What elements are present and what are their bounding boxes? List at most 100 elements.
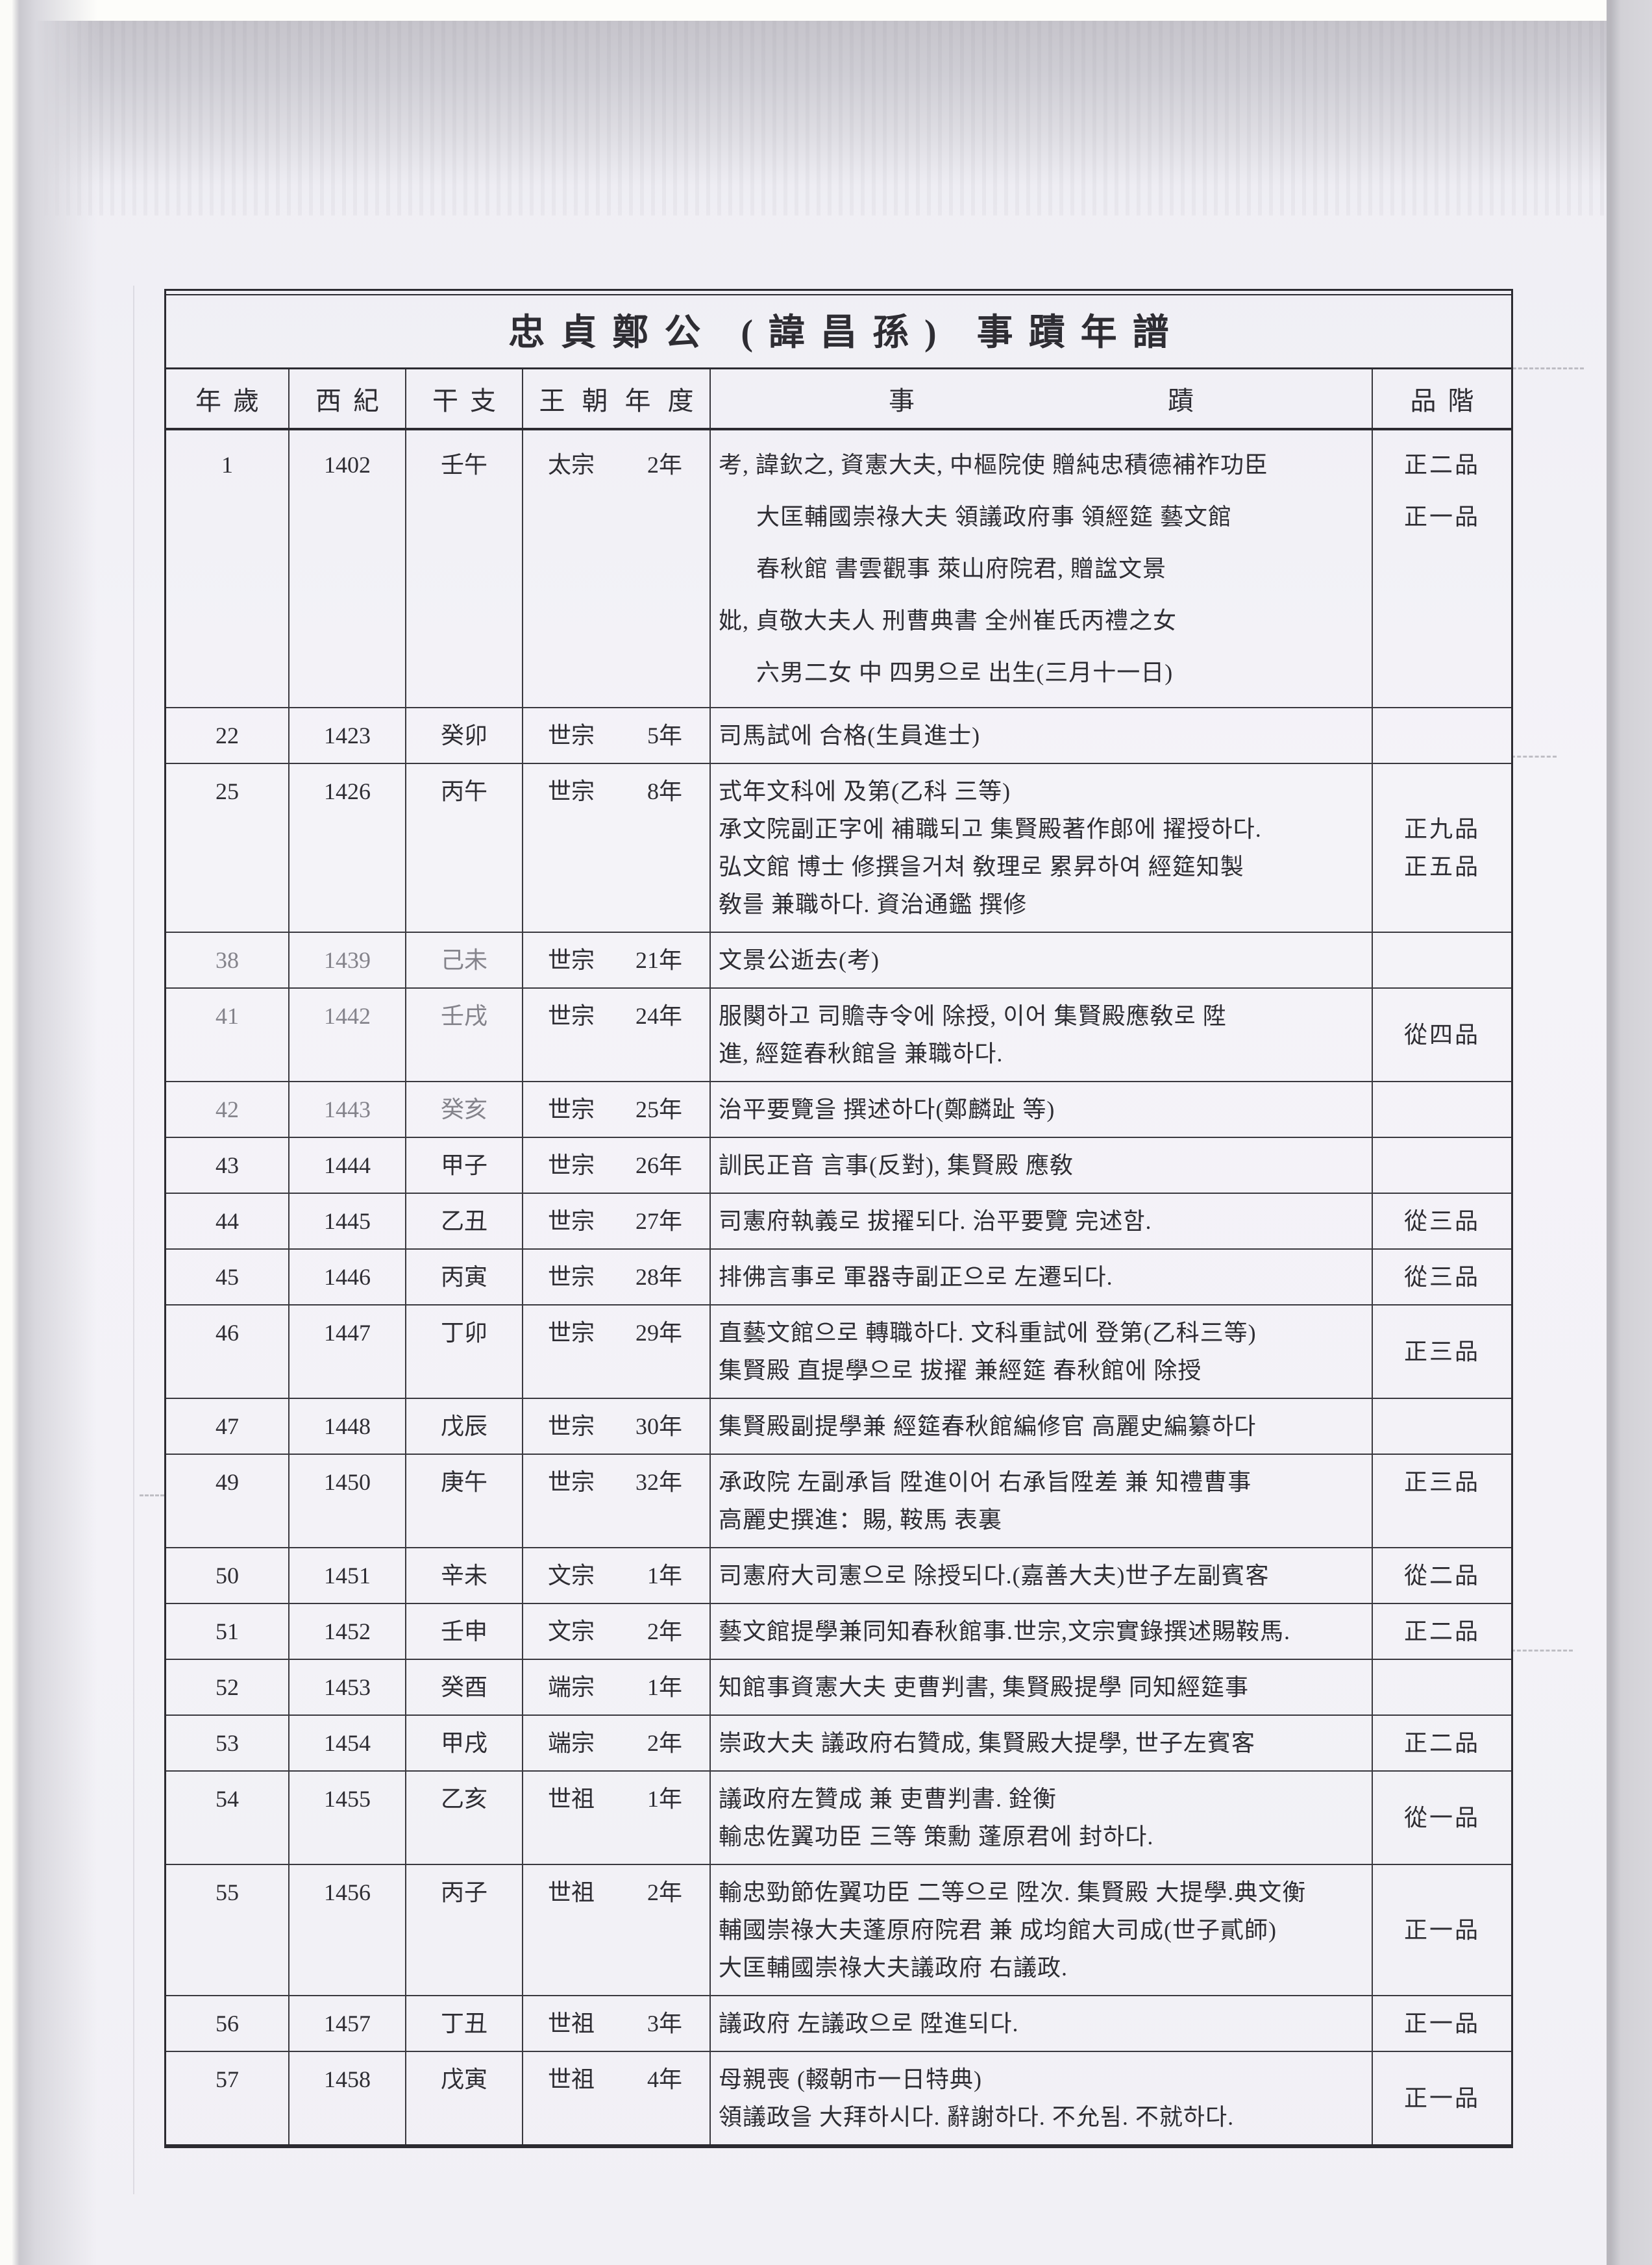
events-cell: 輸忠勁節佐翼功臣 二等으로 陞次. 集賢殿 大提學.典文衡 輔國崇祿大夫蓬原府院君… <box>711 1865 1373 1995</box>
event-line: 輸忠勁節佐翼功臣 二等으로 陞次. 集賢殿 大提學.典文衡 <box>719 1879 1307 1905</box>
year-cell: 1451 <box>290 1548 406 1603</box>
reign-year: 5年 <box>647 723 682 749</box>
event-line: 輸忠佐翼功臣 三等 策勳 蓬原君에 封하다. <box>719 1824 1154 1850</box>
event-line: 服闋하고 司贍寺令에 除授, 이어 集賢殿應敎로 陞 <box>719 1003 1227 1029</box>
rank-cell: 正二品 <box>1373 1604 1511 1659</box>
reign-name: 世祖 <box>548 2066 595 2092</box>
table-row: 41 1442 壬戌 世宗 24年 服闋하고 司贍寺令에 除授, 이어 集賢殿應敎로 陞進… <box>166 989 1511 1082</box>
year-cell: 1452 <box>290 1604 406 1659</box>
reign-year: 28年 <box>635 1264 682 1290</box>
scan-artifact-dash <box>1511 1650 1573 1652</box>
event-line: 六男二女 中 四男으로 出生(三月十一日) <box>756 660 1174 686</box>
rank-value: 正二品 <box>1403 1730 1480 1756</box>
reign-year: 2年 <box>647 1730 682 1756</box>
table-row: 22 1423 癸卯 世宗 5年 司馬試에 合格(生員進士) <box>166 708 1511 764</box>
age-cell: 42 <box>166 1082 290 1137</box>
event-line: 母親喪 (輟朝市一日特典) <box>719 2066 982 2092</box>
reign-year: 8年 <box>647 778 682 804</box>
event-line: 敎를 兼職하다. 資治通鑑 撰修 <box>719 891 1028 917</box>
age-cell: 47 <box>166 1399 290 1454</box>
reign-year: 21年 <box>635 947 682 973</box>
year-cell: 1453 <box>290 1660 406 1714</box>
age-cell: 49 <box>166 1455 290 1547</box>
event-line: 直藝文館으로 轉職하다. 文科重試에 登第(乙科三等) <box>719 1320 1257 1346</box>
reign-year: 1年 <box>647 1786 682 1812</box>
table-row: 25 1426 丙午 世宗 8年 式年文科에 及第(乙科 三等) 承文院副正字에 補職되고 … <box>166 764 1511 933</box>
rank-value: 正一品 <box>1403 1917 1480 1943</box>
table-row: 38 1439 己未 世宗 21年 文景公逝去(考) <box>166 933 1511 989</box>
reign-year: 1年 <box>647 1563 682 1589</box>
rank-cell: 正三品 <box>1373 1455 1511 1547</box>
reign-year: 3年 <box>647 2011 682 2036</box>
reign-year: 26年 <box>635 1152 682 1178</box>
reign-year: 4年 <box>647 2066 682 2092</box>
reign-name: 世宗 <box>548 1413 595 1439</box>
rank-cell <box>1373 1138 1511 1193</box>
events-cell: 議政府 左議政으로 陞進되다. <box>711 1996 1373 2051</box>
header-col-ganji: 干支 <box>406 369 523 428</box>
table-header: 年歲 西紀 干支 王朝年度 事蹟 品階 <box>166 369 1511 430</box>
events-cell: 藝文館提學兼同知春秋館事.世宗,文宗實錄撰述賜鞍馬. <box>711 1604 1373 1659</box>
year-cell: 1443 <box>290 1082 406 1137</box>
scan-fold-line <box>133 286 134 2194</box>
reign-name: 世祖 <box>548 2011 595 2036</box>
reign-year: 2年 <box>647 452 682 478</box>
rank-value: 正三品 <box>1403 1339 1480 1365</box>
reign-cell: 世宗 8年 <box>523 764 711 932</box>
reign-name: 文宗 <box>548 1618 595 1644</box>
reign-name: 世宗 <box>548 1264 595 1290</box>
reign-cell: 世宗 21年 <box>523 933 711 987</box>
event-line: 妣, 貞敬大夫人 刑曹典書 全州崔氏丙禮之女 <box>719 608 1177 634</box>
rank-value: 正二品 <box>1403 1618 1480 1644</box>
rank-value: 從一品 <box>1403 1805 1480 1831</box>
reign-cell: 世祖 4年 <box>523 2052 711 2144</box>
reign-cell: 世宗 32年 <box>523 1455 711 1547</box>
reign-cell: 文宗 1年 <box>523 1548 711 1603</box>
header-col-events: 事蹟 <box>711 369 1373 428</box>
reign-year: 1年 <box>647 1674 682 1700</box>
rank-value: 正一品 <box>1403 2011 1480 2036</box>
events-cell: 議政府左贊成 兼 吏曹判書. 銓衡 輸忠佐翼功臣 三等 策勳 蓬原君에 封하다. <box>711 1772 1373 1864</box>
ganji-cell: 丙寅 <box>406 1250 523 1304</box>
reign-cell: 世宗 29年 <box>523 1306 711 1398</box>
reign-name: 太宗 <box>548 452 595 478</box>
reign-year: 24年 <box>635 1003 682 1029</box>
table-row: 42 1443 癸亥 世宗 25年 治平要覽을 撰述하다(鄭麟趾 等) <box>166 1082 1511 1138</box>
rank-cell <box>1373 1660 1511 1714</box>
header-col-rank-label: 品階 <box>1410 386 1486 415</box>
reign-cell: 世宗 25年 <box>523 1082 711 1137</box>
year-cell: 1448 <box>290 1399 406 1454</box>
reign-cell: 世宗 26年 <box>523 1138 711 1193</box>
event-line: 文景公逝去(考) <box>719 947 880 973</box>
rank-cell: 從四品 <box>1373 989 1511 1081</box>
ganji-cell: 癸酉 <box>406 1660 523 1714</box>
rank-value: 正一品 <box>1403 504 1480 530</box>
rank-value: 正一品 <box>1403 2085 1480 2111</box>
event-line: 考, 諱欽之, 資憲大夫, 中樞院使 贈純忠積德補祚功臣 <box>719 452 1269 478</box>
event-line: 知館事資憲大夫 吏曹判書, 集賢殿提學 同知經筵事 <box>719 1674 1250 1700</box>
ganji-cell: 戊辰 <box>406 1399 523 1454</box>
year-cell: 1456 <box>290 1865 406 1995</box>
reign-name: 世祖 <box>548 1786 595 1812</box>
year-cell: 1454 <box>290 1716 406 1770</box>
table-row: 43 1444 甲子 世宗 26年 訓民正音 言事(反對), 集賢殿 應敎 <box>166 1138 1511 1194</box>
event-line: 訓民正音 言事(反對), 集賢殿 應敎 <box>719 1152 1074 1178</box>
document-table: 忠貞鄭公 (諱昌孫) 事蹟年譜 年歲 西紀 干支 王朝年度 事蹟 品階 1140… <box>164 289 1513 2148</box>
year-cell: 1458 <box>290 2052 406 2144</box>
events-cell: 治平要覽을 撰述하다(鄭麟趾 等) <box>711 1082 1373 1137</box>
year-cell: 1402 <box>290 430 406 707</box>
age-cell: 44 <box>166 1194 290 1248</box>
year-cell: 1445 <box>290 1194 406 1248</box>
table-row: 53 1454 甲戌 端宗 2年 崇政大夫 議政府右贊成, 集賢殿大提學, 世子左賓客 正二… <box>166 1716 1511 1772</box>
header-col-reign-label: 王朝年度 <box>539 386 711 415</box>
events-cell: 司憲府大司憲으로 除授되다.(嘉善大夫)世子左副賓客 <box>711 1548 1373 1603</box>
year-cell: 1439 <box>290 933 406 987</box>
rank-cell: 從二品 <box>1373 1548 1511 1603</box>
year-cell: 1446 <box>290 1250 406 1304</box>
reign-name: 世宗 <box>548 1003 595 1029</box>
reign-year: 2年 <box>647 1618 682 1644</box>
event-line: 司憲府執義로 拔擢되다. 治平要覽 完述함. <box>719 1208 1152 1234</box>
event-line: 高麗史撰進：賜, 鞍馬 表裏 <box>719 1507 1003 1533</box>
year-cell: 1457 <box>290 1996 406 2051</box>
rank-cell <box>1373 1082 1511 1137</box>
